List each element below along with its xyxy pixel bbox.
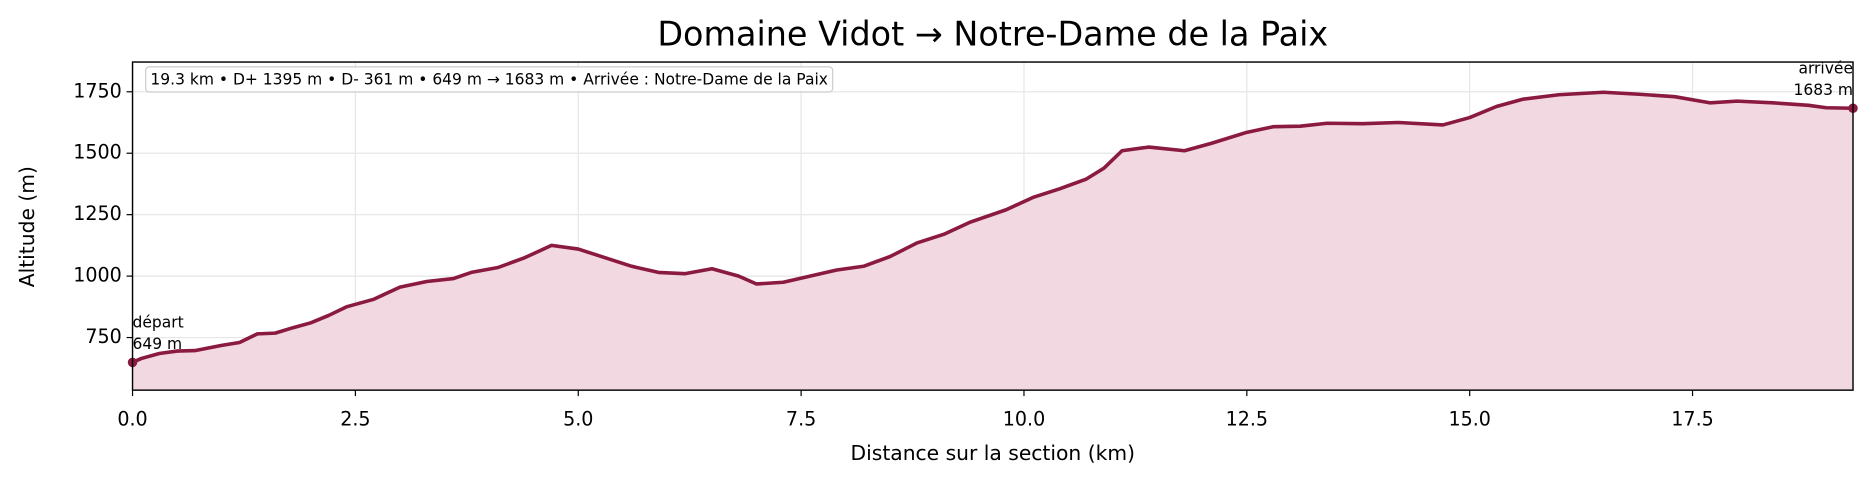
x-tick-label: 10.0 xyxy=(1003,408,1045,430)
chart-title: Domaine Vidot → Notre-Dame de la Paix xyxy=(657,14,1328,53)
x-tick-label: 15.0 xyxy=(1448,408,1490,430)
y-tick-label: 1500 xyxy=(73,142,122,164)
y-tick-label: 1250 xyxy=(73,203,122,225)
x-tick-label: 2.5 xyxy=(340,408,370,430)
end-annotation: arrivée xyxy=(1798,59,1853,77)
x-tick-label: 7.5 xyxy=(786,408,816,430)
info-box xyxy=(145,66,834,93)
x-axis-label: Distance sur la section (km) xyxy=(851,441,1135,465)
start-annotation: 649 m xyxy=(133,335,183,353)
end-annotation: 1683 m xyxy=(1794,81,1853,99)
plot-frame xyxy=(131,61,1854,391)
x-tick-label: 5.0 xyxy=(563,408,593,430)
info-box-text: 19.3 km • D+ 1395 m • D- 361 m • 649 m →… xyxy=(150,70,828,88)
y-tick-label: 750 xyxy=(85,326,121,348)
x-tick-label: 12.5 xyxy=(1226,408,1268,430)
line xyxy=(131,90,1854,365)
y-tick-label: 1750 xyxy=(73,80,122,102)
area xyxy=(132,92,1854,391)
x-tick-label: 0.0 xyxy=(117,408,147,430)
start-annotation: départ xyxy=(133,314,184,332)
y-axis-label: Altitude (m) xyxy=(15,166,39,287)
y-tick-label: 1000 xyxy=(73,265,122,287)
x-tick-label: 17.5 xyxy=(1671,408,1713,430)
